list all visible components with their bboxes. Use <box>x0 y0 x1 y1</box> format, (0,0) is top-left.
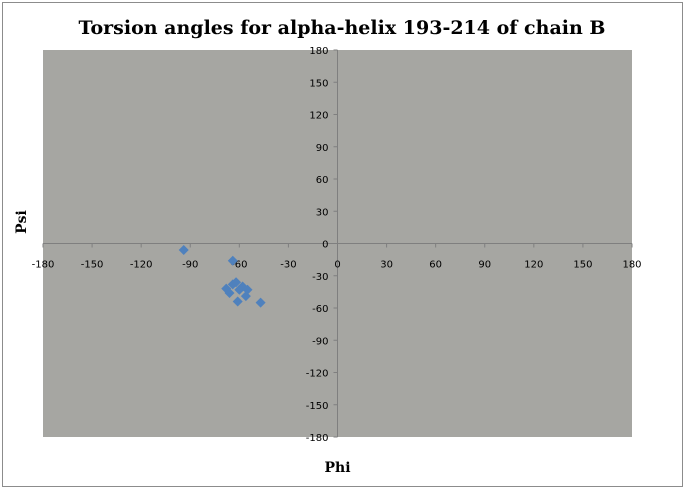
x-tick-label: 60 <box>429 260 442 271</box>
x-axis-title: Phi <box>324 460 350 476</box>
x-tick-label: 30 <box>380 260 393 271</box>
y-tick-label: 0 <box>322 240 328 251</box>
y-tick-label: 30 <box>316 207 329 218</box>
x-tick-label: 150 <box>573 260 592 271</box>
x-tick-label: -60 <box>231 260 247 271</box>
data-point <box>224 287 235 298</box>
y-tick-label: 120 <box>309 111 328 122</box>
x-tick-label: 120 <box>524 260 543 271</box>
data-point <box>227 255 238 266</box>
y-tick-label: 180 <box>309 46 328 57</box>
data-point <box>232 296 243 307</box>
x-tick-label: 180 <box>622 260 641 271</box>
x-tick-label: -90 <box>182 260 198 271</box>
y-tick-label: -60 <box>312 304 328 315</box>
y-tick-label: 150 <box>309 78 328 89</box>
data-point <box>242 284 253 295</box>
y-tick-label: -150 <box>306 401 329 412</box>
x-tick-label: -180 <box>32 260 55 271</box>
y-tick-label: 90 <box>316 143 329 154</box>
y-tick-label: -180 <box>306 433 329 444</box>
chart-title: Torsion angles for alpha-helix 193-214 o… <box>79 17 606 39</box>
y-axis-title: Psi <box>14 210 30 234</box>
data-point <box>255 297 266 308</box>
data-point <box>178 244 189 255</box>
x-tick-label: -150 <box>81 260 104 271</box>
axes <box>42 49 633 438</box>
data-points <box>178 244 266 308</box>
tick-labels: -180 -150 -120 -90 -60 -30 0 30 60 90 120 150 180 180… <box>32 46 642 444</box>
x-tick-label: -30 <box>280 260 296 271</box>
y-tick-label: -30 <box>312 272 328 283</box>
x-tick-label: -120 <box>130 260 153 271</box>
data-point <box>231 277 242 288</box>
y-tick-label: 60 <box>316 175 329 186</box>
y-tick-label: -90 <box>312 336 328 347</box>
y-tick-label: -120 <box>306 369 329 380</box>
x-tick-label: 0 <box>334 260 340 271</box>
x-tick-label: 90 <box>478 260 491 271</box>
